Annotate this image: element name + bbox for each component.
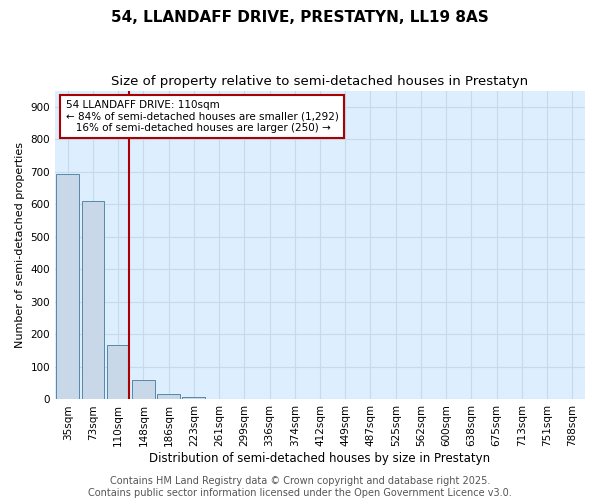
Bar	[107, 344, 130, 400]
Y-axis label: Number of semi-detached properties: Number of semi-detached properties	[15, 142, 25, 348]
Bar	[132, 380, 155, 400]
Bar	[82, 201, 104, 400]
Text: 54, LLANDAFF DRIVE, PRESTATYN, LL19 8AS: 54, LLANDAFF DRIVE, PRESTATYN, LL19 8AS	[111, 10, 489, 25]
X-axis label: Distribution of semi-detached houses by size in Prestatyn: Distribution of semi-detached houses by …	[149, 452, 491, 465]
Text: 54 LLANDAFF DRIVE: 110sqm
← 84% of semi-detached houses are smaller (1,292)
   1: 54 LLANDAFF DRIVE: 110sqm ← 84% of semi-…	[65, 100, 338, 133]
Title: Size of property relative to semi-detached houses in Prestatyn: Size of property relative to semi-detach…	[112, 75, 529, 88]
Bar	[56, 174, 79, 400]
Text: Contains HM Land Registry data © Crown copyright and database right 2025.
Contai: Contains HM Land Registry data © Crown c…	[88, 476, 512, 498]
Bar	[157, 394, 180, 400]
Bar	[182, 397, 205, 400]
